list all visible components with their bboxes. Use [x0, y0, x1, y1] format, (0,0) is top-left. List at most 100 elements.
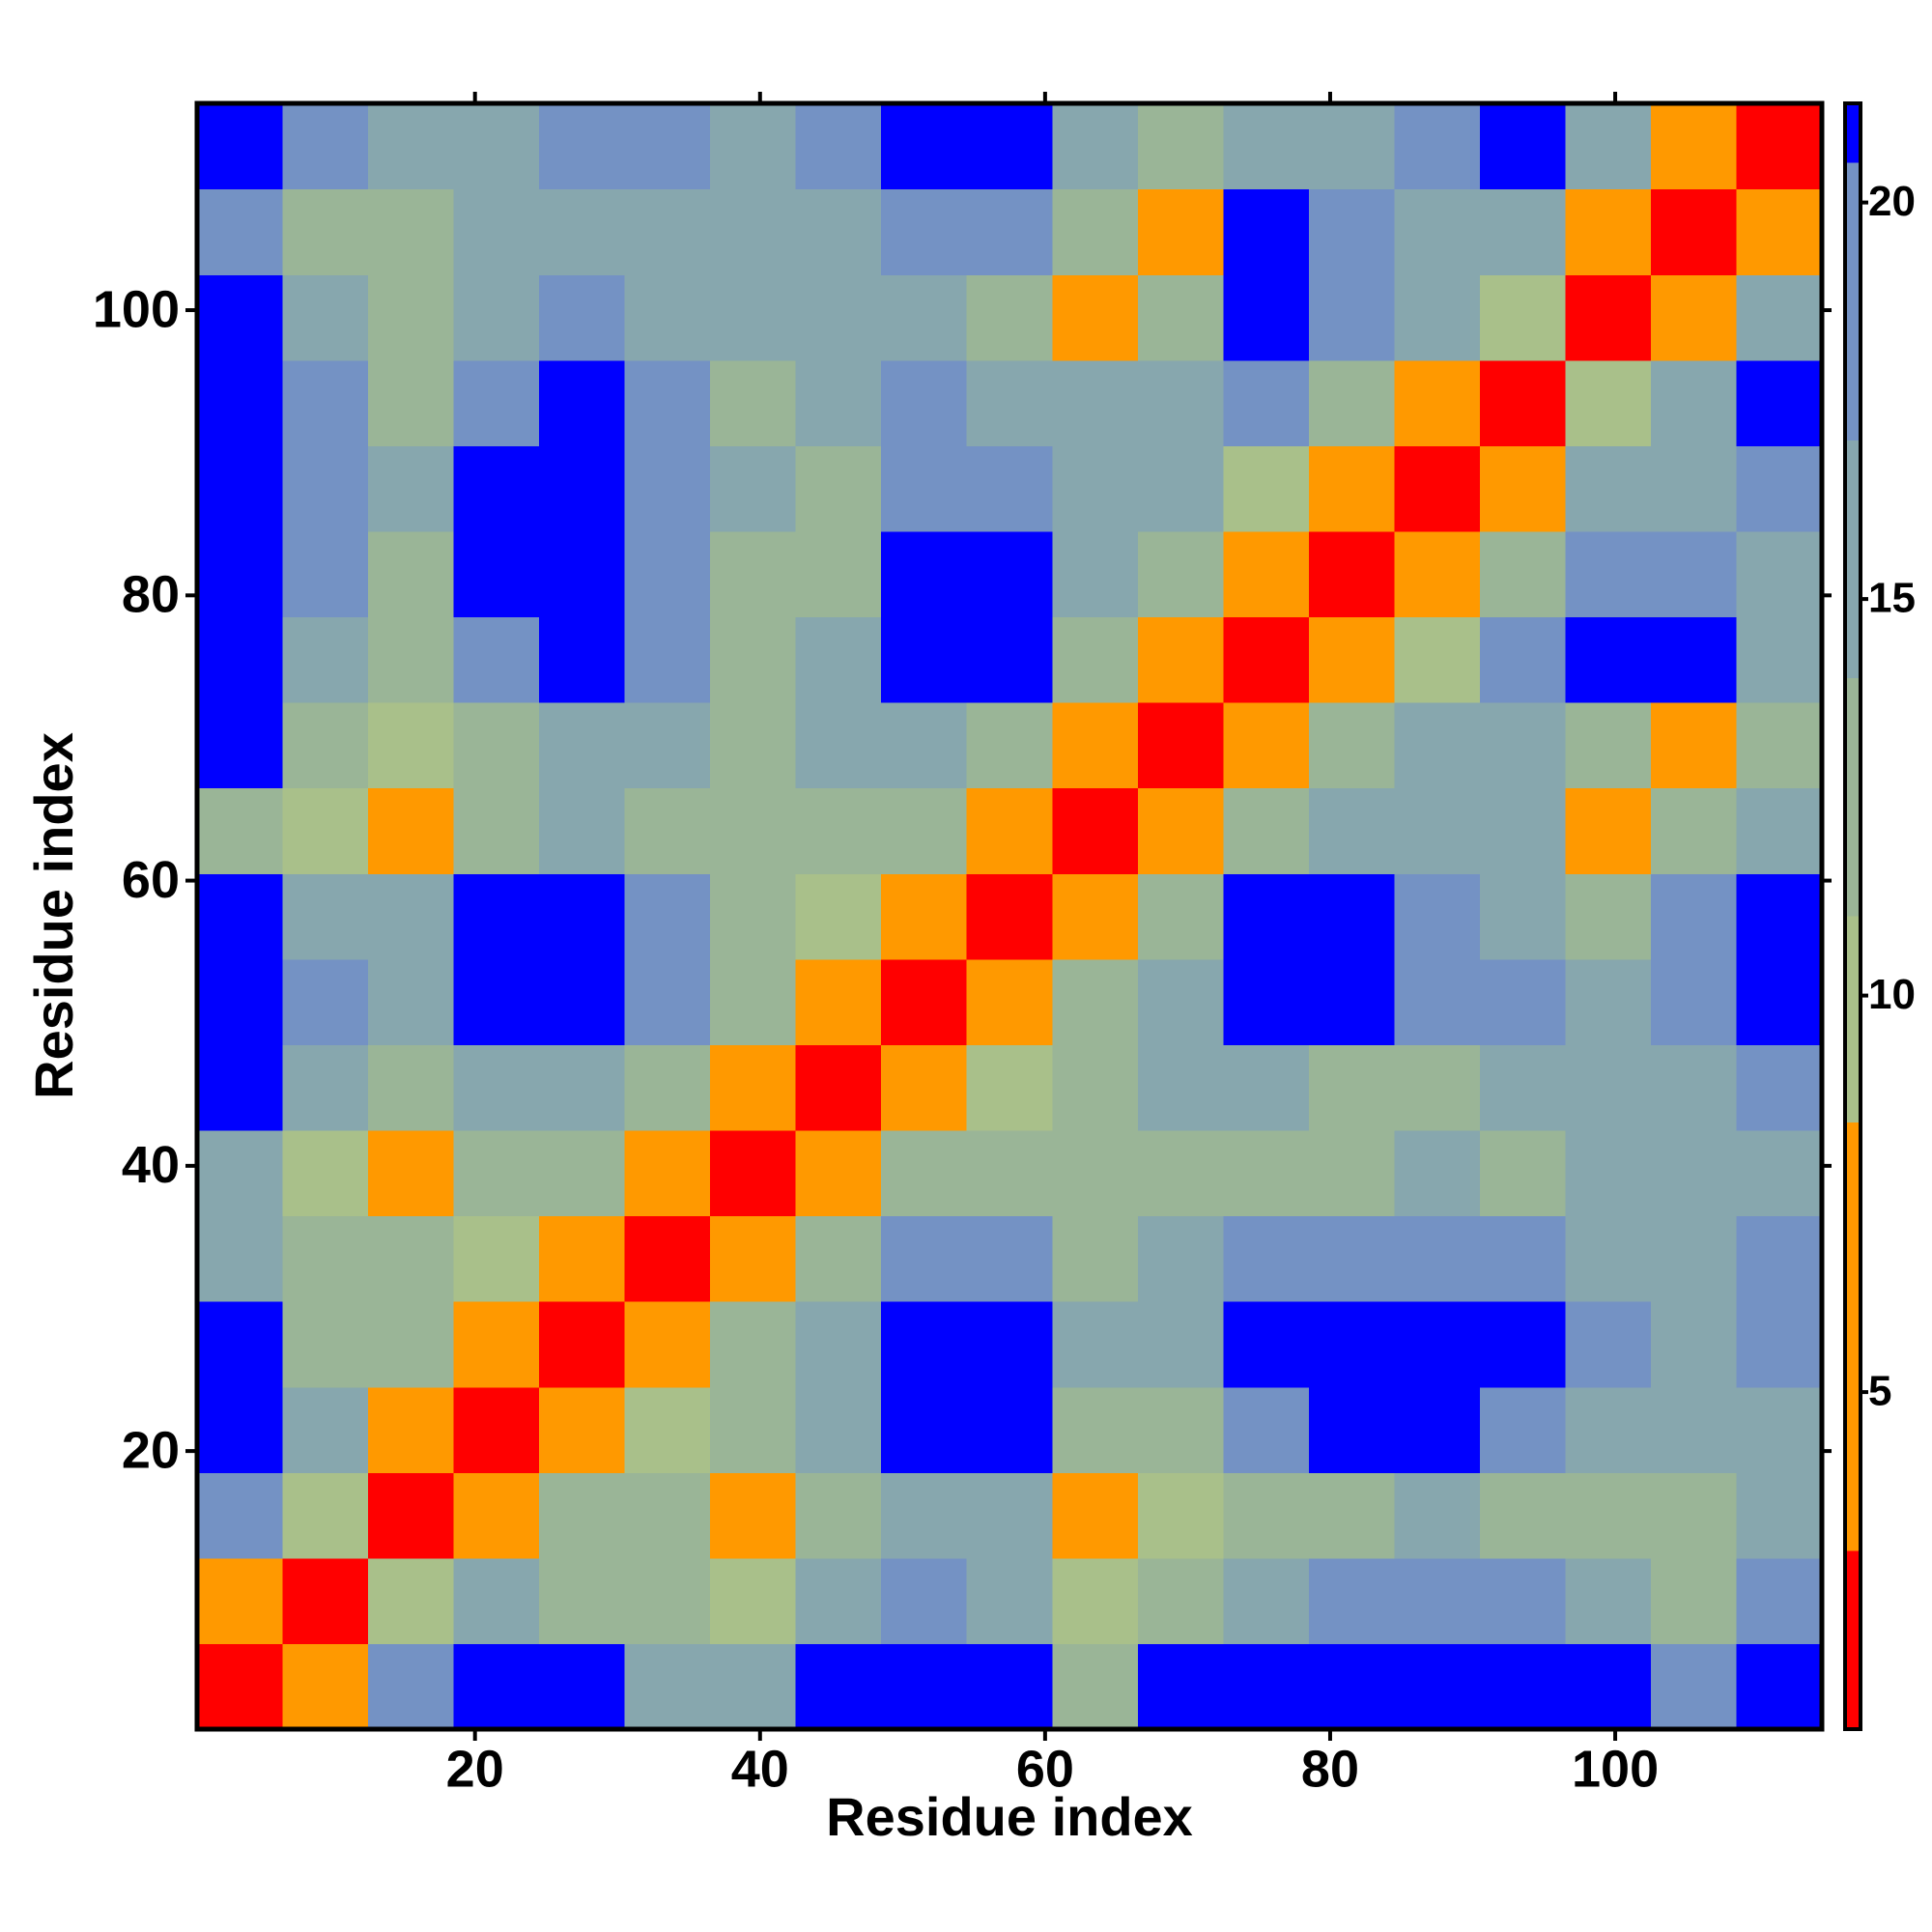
heatmap-cell	[453, 1386, 540, 1473]
heatmap-cell	[795, 530, 882, 618]
heatmap-cell	[1565, 1215, 1652, 1302]
axes: 20 40 60 80 100 20 40 60 80 100	[93, 92, 1832, 1798]
colorbar-frame	[1843, 101, 1862, 1731]
heatmap-cell	[282, 1215, 369, 1302]
heatmap-cell	[795, 274, 882, 361]
heatmap-cell	[1308, 616, 1395, 703]
heatmap-cell	[795, 702, 882, 789]
heatmap-cell	[368, 1557, 455, 1645]
heatmap-cell	[539, 188, 626, 275]
heatmap-cell	[1565, 1386, 1652, 1473]
heatmap-cell	[624, 359, 711, 446]
heatmap-cell	[368, 1472, 455, 1559]
heatmap-cell	[1052, 787, 1139, 874]
heatmap-cell	[368, 1044, 455, 1131]
heatmap-cell	[197, 1386, 284, 1473]
heatmap-cell	[1479, 103, 1567, 190]
heatmap-cell	[966, 1215, 1053, 1302]
heatmap-cell	[1650, 1643, 1738, 1730]
heatmap-cell	[1650, 616, 1738, 703]
heatmap-cell	[624, 1386, 711, 1473]
heatmap-cell	[1650, 359, 1738, 446]
heatmap-cell	[1565, 1044, 1652, 1131]
heatmap-cell	[624, 1044, 711, 1131]
heatmap-cell	[197, 530, 284, 618]
heatmap-cell	[710, 787, 797, 874]
heatmap-cell	[1394, 188, 1481, 275]
heatmap-cell	[966, 787, 1053, 874]
heatmap-cell	[1394, 359, 1481, 446]
heatmap-cell	[881, 1215, 968, 1302]
heatmap-cell	[1308, 873, 1395, 960]
heatmap-cell	[282, 1129, 369, 1217]
heatmap-cell	[1137, 359, 1224, 446]
heatmap-cell	[453, 787, 540, 874]
heatmap-cell	[1223, 616, 1310, 703]
heatmap-cell	[453, 1215, 540, 1302]
heatmap-cell	[1223, 274, 1310, 361]
heatmap-cell	[795, 1215, 882, 1302]
heatmap-cell	[1736, 1643, 1823, 1730]
heatmap-cell	[881, 188, 968, 275]
heatmap-cell	[197, 958, 284, 1045]
heatmap-cell	[966, 702, 1053, 789]
heatmap-cell	[966, 445, 1053, 532]
heatmap-cell	[1052, 1557, 1139, 1645]
x-tick-label: 60	[1016, 1740, 1074, 1798]
heatmap-cell	[1565, 616, 1652, 703]
heatmap-cell	[368, 958, 455, 1045]
heatmap-cell	[197, 787, 284, 874]
heatmap-cell	[1223, 1557, 1310, 1645]
heatmap-cell	[966, 274, 1053, 361]
heatmap-cell	[795, 1386, 882, 1473]
heatmap-cell	[453, 530, 540, 618]
heatmap-cell	[1137, 616, 1224, 703]
heatmap-cell	[197, 1044, 284, 1131]
heatmap-cell	[1223, 188, 1310, 275]
heatmap-cell	[282, 787, 369, 874]
heatmap-cell	[1223, 787, 1310, 874]
heatmap-cell	[881, 1557, 968, 1645]
heatmap-cell	[1650, 1215, 1738, 1302]
heatmap-cell	[1394, 103, 1481, 190]
heatmap-cell	[966, 1472, 1053, 1559]
heatmap-cell	[881, 530, 968, 618]
heatmap-cell	[1650, 1301, 1738, 1388]
heatmap-cell	[1479, 787, 1567, 874]
heatmap-cell	[966, 616, 1053, 703]
heatmap-cell	[1137, 103, 1224, 190]
x-tick-label: 20	[446, 1740, 504, 1798]
heatmap-cell	[1308, 359, 1395, 446]
heatmap-cell	[1565, 188, 1652, 275]
heatmap-cell	[453, 616, 540, 703]
y-axis-title: Residue index	[23, 732, 84, 1099]
heatmap-cell	[1736, 958, 1823, 1045]
colorbar-segment	[1845, 916, 1861, 1122]
heatmap-cell	[1565, 702, 1652, 789]
heatmap-cell	[624, 1472, 711, 1559]
heatmap-cell	[624, 1215, 711, 1302]
heatmap-cell	[197, 1129, 284, 1217]
heatmap-cell	[624, 958, 711, 1045]
heatmap-cell	[1394, 958, 1481, 1045]
heatmap-cell	[881, 873, 968, 960]
heatmap-cell	[966, 1643, 1053, 1730]
heatmap-cell	[1650, 1472, 1738, 1559]
heatmap-cell	[966, 103, 1053, 190]
heatmap-cell	[453, 103, 540, 190]
heatmap-cell	[1308, 1044, 1395, 1131]
heatmap-cell	[624, 1129, 711, 1217]
heatmap-cell	[1736, 616, 1823, 703]
colorbar-segment	[1845, 1122, 1861, 1551]
heatmap-cell	[795, 359, 882, 446]
heatmap-cell	[1308, 1386, 1395, 1473]
heatmap-cell	[966, 530, 1053, 618]
heatmap-cell	[539, 702, 626, 789]
heatmap-cell	[1223, 359, 1310, 446]
heatmap-cell	[881, 359, 968, 446]
heatmap-cell	[453, 1557, 540, 1645]
heatmap-cell	[1479, 445, 1567, 532]
heatmap-cell	[1308, 1215, 1395, 1302]
heatmap-cell	[1308, 1472, 1395, 1559]
heatmap-cell	[1479, 1044, 1567, 1131]
